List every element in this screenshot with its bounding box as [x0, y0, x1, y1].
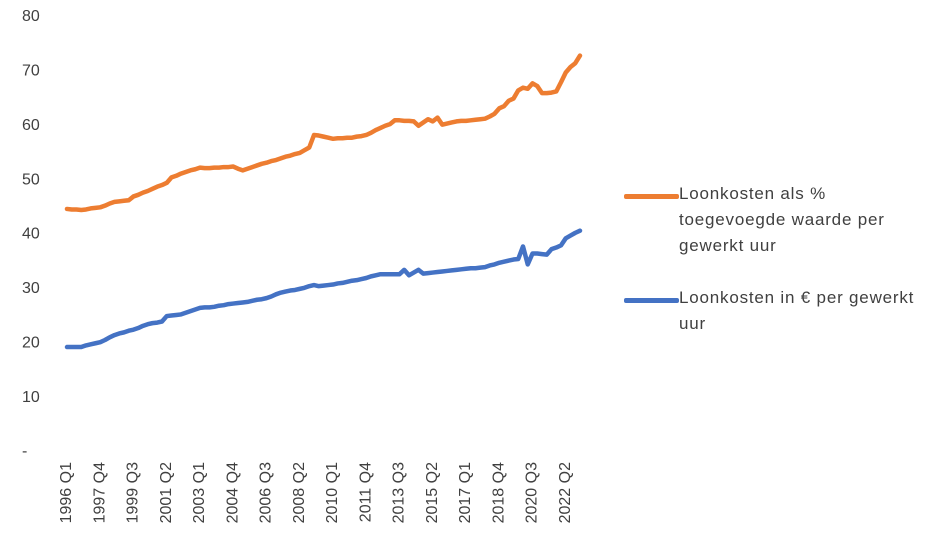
y-tick-label: 10	[22, 389, 40, 406]
legend-swatch	[624, 298, 679, 303]
legend-item: Loonkosten in € per gewerkt uur	[624, 288, 924, 337]
x-tick-label: 2001 Q2	[158, 462, 175, 523]
y-tick-label: 40	[22, 226, 40, 243]
x-tick-label: 2020 Q3	[524, 462, 541, 523]
y-tick-label: 50	[22, 171, 40, 188]
x-tick-label: 2006 Q3	[258, 462, 275, 523]
x-tick-label: 1997 Q4	[91, 462, 108, 523]
y-tick-label: 60	[22, 117, 40, 134]
x-tick-label: 2010 Q1	[324, 462, 341, 523]
line-series	[64, 228, 583, 350]
y-tick-label: 20	[22, 334, 40, 351]
x-tick-label: 2013 Q3	[391, 462, 408, 523]
legend-item: Loonkosten als % toegevoegde waarde per …	[624, 184, 924, 259]
legend-swatch	[624, 194, 679, 199]
x-tick-label: 2022 Q2	[557, 462, 574, 523]
line-series	[64, 53, 583, 213]
x-tick-label: 2017 Q1	[457, 462, 474, 523]
x-tick-label: 1996 Q1	[58, 462, 75, 523]
y-tick-label: 30	[22, 280, 40, 297]
x-tick-label: 2018 Q4	[490, 462, 507, 523]
x-tick-label: 2008 Q2	[291, 462, 308, 523]
x-tick-label: 1999 Q3	[125, 462, 142, 523]
x-tick-label: 2004 Q4	[224, 462, 241, 523]
x-tick-label: 2011 Q4	[357, 462, 374, 522]
x-tick-label: 2015 Q2	[424, 462, 441, 523]
y-tick-label: -	[22, 443, 27, 460]
legend-label: Loonkosten als % toegevoegde waarde per …	[679, 184, 885, 255]
y-tick-label: 80	[22, 8, 40, 25]
y-tick-label: 70	[22, 63, 40, 80]
legend-label: Loonkosten in € per gewerkt uur	[679, 288, 915, 333]
x-tick-label: 2003 Q1	[191, 462, 208, 523]
